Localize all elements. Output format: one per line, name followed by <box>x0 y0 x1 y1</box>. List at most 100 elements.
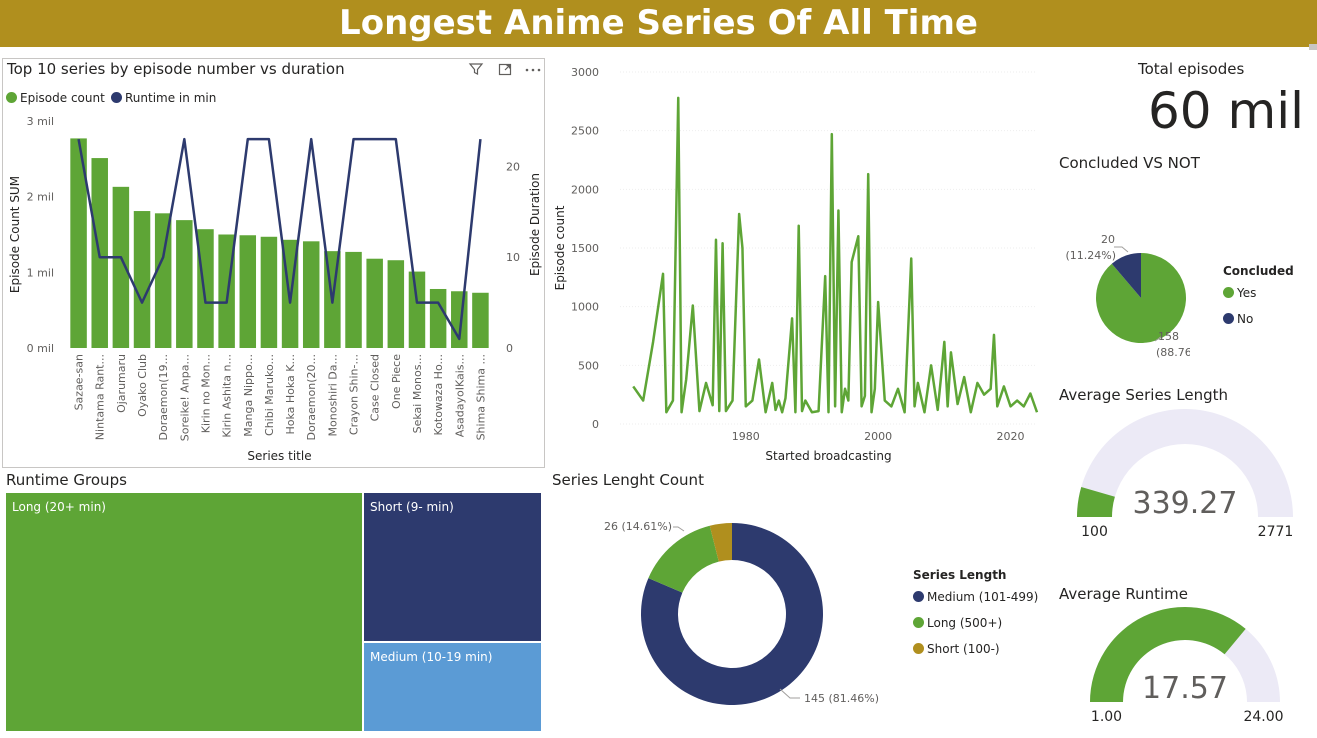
legend-dot-no-icon <box>1223 313 1234 324</box>
gauge-min: 1.00 <box>1091 709 1122 725</box>
broadcast-line-chart: 0 500 1000 1500 2000 2500 3000 1980 2000 2020 Star… <box>553 66 1039 463</box>
legend-dot-long-icon <box>913 617 924 628</box>
legend-dot-short-icon <box>913 643 924 654</box>
gauge-fill <box>1077 487 1115 517</box>
x-tick-label: AsadayoIKais... <box>453 354 466 437</box>
y-tick-label: 500 <box>578 359 599 372</box>
legend-label-short: Short (100-) <box>927 642 1000 656</box>
leader-line-yes <box>1154 336 1162 342</box>
top10-legend-episode[interactable]: Episode count <box>6 91 105 105</box>
concluded-legend-no[interactable]: No <box>1223 312 1253 326</box>
donut-slice <box>648 525 719 593</box>
y-tick-label: 3000 <box>571 66 599 79</box>
more-options-icon[interactable] <box>524 61 542 81</box>
series-length-donut: 26 (14.61%) 145 (81.46%) <box>604 520 879 705</box>
x-tick-label: 1980 <box>732 430 760 443</box>
y-tick-label: 1000 <box>571 301 599 314</box>
episode-line <box>632 96 1039 414</box>
y-tick-label: 2500 <box>571 125 599 138</box>
y-tick-label: 3 mil <box>27 115 54 128</box>
donut-slice <box>641 523 823 705</box>
donut-legend-medium[interactable]: Medium (101-499) <box>913 590 1038 604</box>
legend-label-medium: Medium (101-499) <box>927 590 1039 604</box>
gauge-max: 24.00 <box>1243 709 1283 725</box>
kpi-value: 60 mil <box>1148 82 1305 140</box>
treemap-cell-short[interactable]: Short (9- min) <box>363 492 542 642</box>
y-tick-label: 2000 <box>571 183 599 196</box>
dashboard-title: Longest Anime Series Of All Time <box>339 3 978 43</box>
bar <box>133 211 151 348</box>
x-tick-label: Oyako Club <box>136 354 149 417</box>
x-axis-title: Started broadcasting <box>765 449 891 463</box>
x-tick-label: Sazae-san <box>73 354 86 410</box>
donut-legend-title: Series Length <box>913 568 1007 582</box>
data-label-no-pct: (11.24%) <box>1065 249 1116 262</box>
leader-line-medium <box>779 688 800 699</box>
x-tick-label: Sekai Monos... <box>411 354 424 433</box>
bar <box>387 260 405 348</box>
concluded-legend-yes[interactable]: Yes <box>1223 286 1256 300</box>
treemap-cell-medium[interactable]: Medium (10-19 min) <box>363 642 542 732</box>
data-label-medium: 145 (81.46%) <box>804 692 879 705</box>
gauge-runtime-title: Average Runtime <box>1059 585 1189 603</box>
x-tick-label: Soreike! Anpa... <box>178 354 191 441</box>
leader-line-long <box>673 526 685 532</box>
legend-label-episode: Episode count <box>20 91 105 105</box>
x-tick-label: Ojarumaru <box>115 354 128 413</box>
gauge-series-length: 339.27 100 2771 <box>1077 409 1293 540</box>
title-banner <box>0 0 1317 47</box>
x-tick-label: Chibi Maruko... <box>263 354 276 436</box>
runtime-line <box>77 137 482 341</box>
x-tick-label: Kotowaza Ho... <box>432 354 445 436</box>
y-axis-title: Episode Count SUM <box>8 176 22 293</box>
bar <box>302 241 320 348</box>
donut-legend-short[interactable]: Short (100-) <box>913 642 1000 656</box>
treemap-title: Runtime Groups <box>6 471 127 489</box>
y2-tick-label: 0 <box>506 342 513 355</box>
gauge-min: 100 <box>1081 524 1108 540</box>
y-tick-label: 1 mil <box>27 266 54 279</box>
focus-mode-icon[interactable] <box>497 61 513 81</box>
bar <box>408 271 426 348</box>
x-tick-label: Case Closed <box>369 354 382 421</box>
gauge-value: 17.57 <box>1142 671 1228 706</box>
kpi-title: Total episodes <box>1138 60 1245 78</box>
x-tick-label: One Piece <box>390 354 403 409</box>
filter-icon[interactable] <box>468 61 484 81</box>
top10-chart-frame[interactable] <box>2 58 545 468</box>
scroll-indicator <box>1309 44 1317 50</box>
top10-legend-runtime[interactable]: Runtime in min <box>111 91 216 105</box>
x-tick-label: Nintama Rant... <box>94 354 107 440</box>
bar <box>345 251 362 348</box>
treemap-cell-long[interactable]: Long (20+ min) <box>5 492 363 732</box>
legend-dot-medium-icon <box>913 591 924 602</box>
treemap-label-long: Long (20+ min) <box>12 500 106 514</box>
y2-tick-label: 20 <box>506 160 520 173</box>
data-label-no: 20 <box>1101 233 1115 246</box>
bar <box>176 220 193 348</box>
leader-line-no <box>1114 246 1129 253</box>
x-tick-label: Kirin Ashita n... <box>221 354 234 438</box>
x-axis-title: Series title <box>247 449 311 463</box>
legend-label-yes: Yes <box>1237 286 1257 300</box>
y-tick-label: 0 <box>592 418 599 431</box>
data-label-yes-pct: (88.76%) <box>1156 346 1190 359</box>
bar <box>112 186 130 348</box>
bar <box>197 229 214 348</box>
y-tick-label: 2 mil <box>27 191 54 204</box>
x-tick-label: Doraemon(19... <box>157 354 170 440</box>
donut-slice <box>709 523 732 562</box>
bar <box>239 235 257 348</box>
donut-legend-long[interactable]: Long (500+) <box>913 616 1002 630</box>
gauge-track <box>1077 409 1293 517</box>
bar <box>472 292 489 348</box>
x-tick-label: 2020 <box>997 430 1025 443</box>
bar <box>260 236 278 348</box>
x-tick-label: Shima Shima ... <box>474 354 487 440</box>
legend-label-long: Long (500+) <box>927 616 1003 630</box>
gauge-fill <box>1090 607 1246 702</box>
x-tick-label: 2000 <box>864 430 892 443</box>
x-tick-label: Hoka Hoka K... <box>284 354 297 435</box>
y-axis-title: Episode count <box>553 205 567 290</box>
concluded-title: Concluded VS NOT <box>1059 154 1200 172</box>
